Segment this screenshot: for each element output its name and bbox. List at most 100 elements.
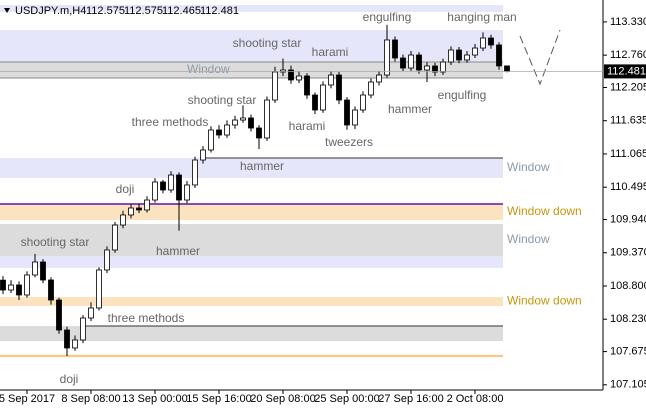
candle-body xyxy=(24,274,30,296)
candle-body xyxy=(64,329,70,349)
candle-body xyxy=(72,339,78,349)
current-price: 112.481 xyxy=(607,65,646,77)
zone xyxy=(0,157,503,178)
candle-body xyxy=(416,54,422,71)
candle-body xyxy=(248,117,254,129)
y-tick-label: 112.760 xyxy=(610,49,646,61)
zone-label: Window xyxy=(187,62,230,76)
candle-body xyxy=(112,224,118,251)
candle-body xyxy=(168,174,174,191)
candle-body xyxy=(400,57,406,69)
candle-body xyxy=(312,94,318,111)
pattern-label: three methods xyxy=(132,115,209,129)
candle-body xyxy=(256,127,262,139)
symbol: USDJPY.m,H4 xyxy=(15,5,86,17)
candle-body xyxy=(456,49,462,61)
pattern-label: doji xyxy=(116,182,135,196)
candle-body xyxy=(232,119,238,126)
plot: Window xyxy=(0,24,510,356)
x-tick-label: 15 Sep 16:00 xyxy=(186,393,251,405)
candle-body xyxy=(432,65,438,73)
candle-body xyxy=(440,61,446,73)
pattern-label: shooting star xyxy=(21,235,90,249)
zone xyxy=(0,223,503,256)
y-tick-label: 109.370 xyxy=(610,247,646,259)
candle-body xyxy=(288,69,294,81)
zone-label: Window xyxy=(507,232,550,246)
pattern-label: engulfing xyxy=(363,10,412,24)
header-high: 112.575 xyxy=(124,5,163,17)
x-tick-label: 25 Sep 00:00 xyxy=(314,393,379,405)
pattern-label: three methods xyxy=(108,311,185,325)
y-tick-label: 107.675 xyxy=(610,345,646,357)
x-tick-label: 5 Sep 2017 xyxy=(0,393,55,405)
candle-body xyxy=(136,207,142,211)
candle-body xyxy=(216,129,222,136)
candle-body xyxy=(192,159,198,186)
y-tick-label: 108.230 xyxy=(610,313,646,325)
candle-body xyxy=(240,117,246,121)
zone-label: Window down xyxy=(507,294,582,308)
y-tick-label: 113.330 xyxy=(610,16,646,28)
pattern-label: doji xyxy=(60,372,79,386)
zone xyxy=(0,5,503,12)
pattern-label: harami xyxy=(289,119,326,133)
candle-body xyxy=(480,37,486,49)
candle-body xyxy=(8,284,14,291)
y-tick-label: 111.635 xyxy=(610,115,646,127)
y-tick-label: 107.105 xyxy=(610,379,646,391)
candle-body xyxy=(472,47,478,56)
candle-body xyxy=(104,249,110,271)
zone-label: Window xyxy=(507,160,550,174)
candle-body xyxy=(272,71,278,101)
zone xyxy=(0,354,503,358)
x-tick-label: 13 Sep 00:00 xyxy=(122,393,187,405)
zone xyxy=(0,62,503,78)
candle-body xyxy=(320,84,326,111)
candle-body xyxy=(200,149,206,161)
candle-body xyxy=(16,284,22,296)
candle-body xyxy=(152,181,158,201)
candle-body xyxy=(264,99,270,139)
zone xyxy=(0,255,503,268)
pattern-label: hammer xyxy=(240,159,284,173)
candle-body xyxy=(504,65,510,72)
candle-body xyxy=(56,299,62,331)
zone xyxy=(0,325,503,341)
x-tick-label: 27 Sep 16:00 xyxy=(378,393,443,405)
candle-body xyxy=(40,261,46,281)
candle-body xyxy=(96,269,102,309)
candle-body xyxy=(208,129,214,151)
pattern-label: engulfing xyxy=(438,88,487,102)
candle-body xyxy=(184,184,190,201)
candle-body xyxy=(224,124,230,136)
candle-body xyxy=(384,39,390,76)
pattern-label: hammer xyxy=(156,244,200,258)
y-tick-label: 110.495 xyxy=(610,181,646,193)
candle-body xyxy=(392,39,398,59)
candle-body xyxy=(0,279,6,291)
zone-label: Window down xyxy=(507,204,582,218)
candle-body xyxy=(144,199,150,211)
candle-body xyxy=(80,317,86,341)
header-open: 112.575 xyxy=(86,5,125,17)
candle-body xyxy=(296,75,302,81)
header-close: 112.481 xyxy=(200,5,239,17)
zone xyxy=(0,297,503,306)
candle-body xyxy=(496,44,502,67)
candle-body xyxy=(344,99,350,126)
candle-body xyxy=(176,174,182,201)
candle-body xyxy=(352,109,358,126)
header-low: 112.465 xyxy=(162,5,201,17)
candle-body xyxy=(336,74,342,101)
y-tick-label: 111.065 xyxy=(610,148,646,160)
pattern-label: tweezers xyxy=(325,135,373,149)
candle-body xyxy=(368,81,374,96)
y-tick-label: 112.205 xyxy=(610,81,646,93)
candle-body xyxy=(120,214,126,226)
candle-body xyxy=(32,261,38,276)
candle-body xyxy=(128,207,134,216)
zone xyxy=(0,203,503,221)
candle-body xyxy=(88,307,94,319)
